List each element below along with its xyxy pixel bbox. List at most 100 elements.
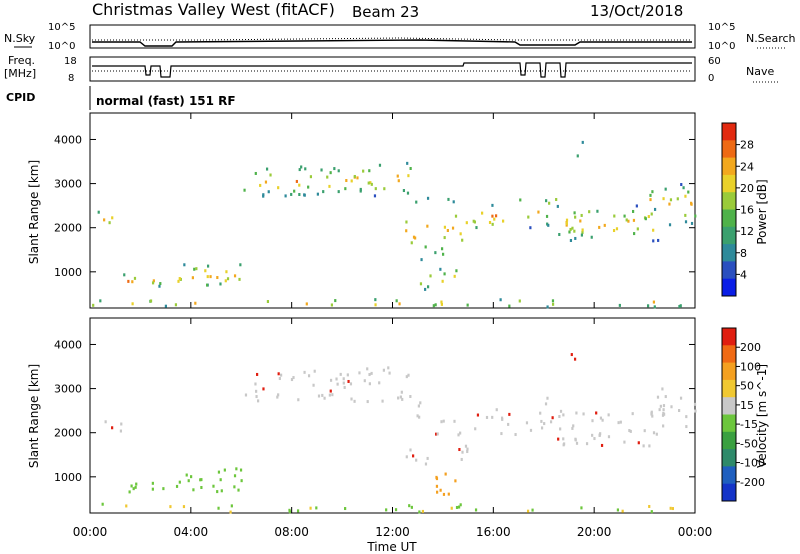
- data-cell: [407, 174, 410, 178]
- data-cell: [485, 415, 489, 419]
- freq-tick-18: 18: [64, 56, 77, 67]
- data-cell: [209, 275, 212, 279]
- data-cell: [125, 504, 128, 508]
- data-cell: [491, 214, 494, 218]
- data-cell: [580, 233, 584, 237]
- data-cell: [293, 189, 296, 193]
- data-cell: [664, 395, 667, 399]
- data-cell: [501, 417, 504, 421]
- data-cell: [453, 274, 456, 278]
- data-cell: [466, 450, 469, 454]
- data-cell: [582, 412, 585, 416]
- colorbar-cell: [722, 449, 736, 467]
- data-cell: [370, 182, 373, 186]
- data-cell: [455, 269, 458, 273]
- data-cell: [262, 387, 265, 391]
- ytick-label: 3000: [54, 178, 82, 191]
- colorbar-tick-label: -100: [740, 457, 765, 470]
- data-cell: [601, 418, 604, 422]
- data-cell: [374, 187, 377, 191]
- data-cell: [570, 353, 573, 357]
- data-cell: [439, 267, 442, 271]
- data-cell: [419, 282, 423, 286]
- data-cell: [658, 408, 661, 412]
- data-cell: [238, 277, 241, 281]
- data-cell: [684, 220, 688, 224]
- data-cell: [344, 187, 347, 191]
- colorbar-cell: [722, 379, 736, 398]
- data-cell: [277, 186, 280, 190]
- data-cell: [466, 303, 469, 307]
- data-cell: [199, 478, 202, 482]
- data-cell: [679, 304, 682, 308]
- data-cell: [595, 411, 598, 415]
- data-cell: [398, 302, 401, 306]
- data-cell: [169, 505, 172, 509]
- data-cell: [475, 226, 478, 230]
- data-cell: [690, 201, 693, 205]
- data-cell: [368, 373, 371, 377]
- data-cell: [652, 431, 656, 435]
- colorbar-cell: [722, 226, 736, 245]
- data-cell: [644, 217, 647, 221]
- data-cell: [353, 399, 356, 403]
- data-cell: [178, 277, 181, 281]
- data-cell: [223, 468, 226, 472]
- data-cell: [464, 444, 468, 448]
- data-cell: [329, 378, 333, 382]
- data-cell: [551, 302, 555, 306]
- data-cell: [460, 457, 463, 461]
- data-cell: [128, 490, 131, 494]
- data-cell: [415, 200, 418, 204]
- data-cell: [344, 507, 347, 511]
- data-cell: [103, 218, 106, 222]
- data-cell: [435, 432, 438, 436]
- data-cell: [152, 279, 155, 283]
- data-cell: [396, 174, 399, 178]
- data-cell: [694, 409, 697, 413]
- data-cell: [183, 263, 186, 267]
- data-cell: [474, 427, 477, 431]
- data-cell: [288, 510, 292, 514]
- data-cell: [131, 302, 134, 306]
- data-cell: [650, 411, 653, 415]
- data-cell: [254, 171, 257, 175]
- data-cell: [421, 509, 424, 513]
- data-cell: [488, 220, 492, 224]
- time-axis-label: Time UT: [366, 540, 417, 554]
- data-cell: [559, 409, 563, 413]
- data-cell: [426, 224, 429, 228]
- data-cell: [359, 189, 362, 193]
- data-cell: [442, 419, 445, 423]
- cpid-text: normal (fast) 151 RF: [96, 94, 236, 108]
- data-cell: [296, 509, 300, 513]
- xtick-label: 16:00: [476, 525, 511, 539]
- data-cell: [162, 487, 165, 491]
- data-cell: [349, 382, 353, 386]
- data-cell: [461, 450, 464, 454]
- data-cell: [628, 429, 631, 433]
- data-cell: [668, 223, 672, 227]
- data-cell: [342, 377, 345, 381]
- colorbar-cell: [722, 278, 736, 297]
- data-cell: [388, 371, 391, 375]
- data-cell: [406, 191, 410, 195]
- colorbar-cell: [722, 174, 736, 193]
- data-cell: [494, 214, 498, 218]
- data-cell: [651, 190, 654, 194]
- data-cell: [544, 402, 548, 406]
- data-cell: [350, 397, 353, 401]
- data-cell: [540, 419, 543, 423]
- data-cell: [298, 183, 301, 187]
- data-cell: [440, 247, 444, 251]
- noise-right-tick-low: 10^0: [708, 41, 735, 52]
- power-colorbar-cells: 4 8 12 16 20 24 28: [721, 122, 754, 297]
- data-cell: [616, 508, 620, 512]
- data-cell: [457, 433, 460, 437]
- colorbar-tick-label: 8: [740, 247, 747, 260]
- data-cell: [394, 508, 398, 512]
- data-cell: [685, 415, 688, 419]
- data-cell: [529, 226, 532, 230]
- data-cell: [220, 489, 223, 493]
- noise-panel: N.Sky 10^5 10^0 10^5 10^0 N.Search: [4, 22, 796, 52]
